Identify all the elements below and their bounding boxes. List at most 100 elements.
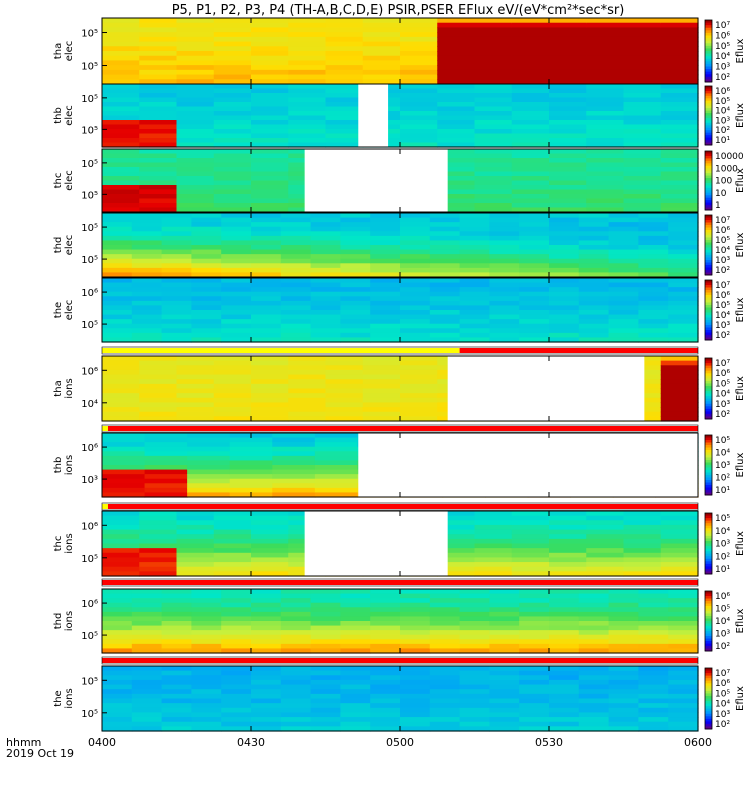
colorbar-tick-label: 10² [715,552,730,562]
spectrogram-cell [519,684,550,690]
spectrogram-cell [139,393,178,399]
spectrogram-cell [314,487,359,494]
spectrogram-cell [325,102,364,108]
spectrogram-cell [102,474,146,480]
spectrogram-cell [280,679,312,686]
spectrogram-cell [437,198,476,204]
spectrogram-cell [213,515,252,521]
spectrogram-cell [660,65,699,71]
spectrogram-cell [623,198,662,204]
spectrogram-cell [251,249,282,255]
spectrogram-cell [213,153,252,159]
spectrogram-cell [340,639,371,645]
spectrogram-cell [102,689,133,695]
spectrogram-cell [251,607,282,613]
spectrogram-cell [310,217,341,223]
spectrogram-cell [340,602,371,608]
spectrogram-cell [340,721,371,727]
spectrogram-cell [221,231,252,237]
spectrogram-cell [191,240,222,246]
spectrogram-cell [400,124,438,130]
spectrogram-cell [549,557,587,563]
spectrogram-cell [489,217,520,223]
colorbar-segment [705,270,712,273]
spectrogram-cell [131,287,163,293]
spectrogram-cell [310,305,341,311]
spectrogram-cell [511,102,550,108]
spectrogram-cell [161,616,192,622]
spectrogram-cell [102,379,140,385]
spectrogram-cell [370,625,401,631]
colorbar-segment [705,608,712,612]
spectrogram-cell [191,712,222,718]
spectrogram-cell [623,562,662,568]
spectrogram-cell [131,693,163,700]
colorbar-segment [705,396,712,400]
spectrogram-cell [549,282,580,288]
spectrogram-cell [474,41,513,47]
spectrogram-cell [139,79,178,85]
colorbar-segment [705,533,712,537]
spectrogram-cell [131,616,163,622]
spectrogram-cell [102,176,140,182]
spectrogram-cell [474,129,513,135]
spectrogram-cell [489,698,520,704]
spectrogram-cell [340,675,371,681]
energy-tick-label: 10⁵ [81,223,98,234]
spectrogram-cell [623,538,662,545]
spectrogram-cell [187,487,231,494]
time-axis: 0400 0430 0500 0530 0600 [88,736,712,749]
spectrogram-cell [288,369,327,376]
spectrogram-cell [623,51,662,57]
spectrogram-cell [608,319,639,325]
spectrogram-cell [511,158,550,164]
spectrogram-cell [489,648,520,654]
spectrogram-cell [251,217,282,223]
spectrogram-cell [229,451,273,457]
spectrogram-cell [102,446,146,452]
spectrogram-cell [144,455,188,462]
spectrogram-cell [288,84,327,90]
colorbar-segment [705,170,712,174]
spectrogram-cell [229,474,273,480]
spectrogram-cell [176,79,215,85]
spectrogram-cell [623,524,662,531]
spectrogram-cell [519,648,550,654]
spectrogram-cell [251,515,289,521]
spectrogram-cell [549,693,580,700]
spectrogram-cell [549,621,580,627]
status-bar-frame [101,502,699,511]
spectrogram-cell [102,217,133,223]
spectrogram-cell [102,442,146,448]
spectrogram-cell [213,520,252,526]
colorbar-segment [705,368,712,372]
spectrogram-cell [102,465,146,471]
spectrogram-cell [191,639,222,645]
spectrogram-cell [251,323,282,329]
spectrogram-cell [102,46,140,52]
spectrogram-cell [400,360,438,366]
spectrogram-cell [459,607,490,613]
panel-label-line: ions [64,455,75,475]
colorbar-segment [705,158,712,162]
spectrogram-cell [139,32,178,38]
spectrogram-cell [161,703,192,709]
colorbar-segment [705,445,712,448]
spectrogram-cell [400,593,431,599]
spectrogram-cell [608,670,639,676]
spectrogram-cell [176,111,215,117]
colorbar-tick-label: 10⁴ [715,107,730,117]
spectrogram-cell [139,185,178,191]
spectrogram-cell [400,129,438,135]
spectrogram-cell [519,258,550,264]
spectrogram-cell [437,93,476,99]
spectrogram-cell [586,571,625,577]
spectrogram-cell [511,124,550,130]
spectrogram-cell [139,571,178,577]
colorbar-segment [705,79,712,83]
spectrogram-cell [400,407,438,413]
spectrogram-cell [213,46,252,52]
colorbar-tick-label: 10⁵ [715,436,730,446]
spectrogram-cell [191,693,222,700]
spectrogram-cell [139,520,178,526]
